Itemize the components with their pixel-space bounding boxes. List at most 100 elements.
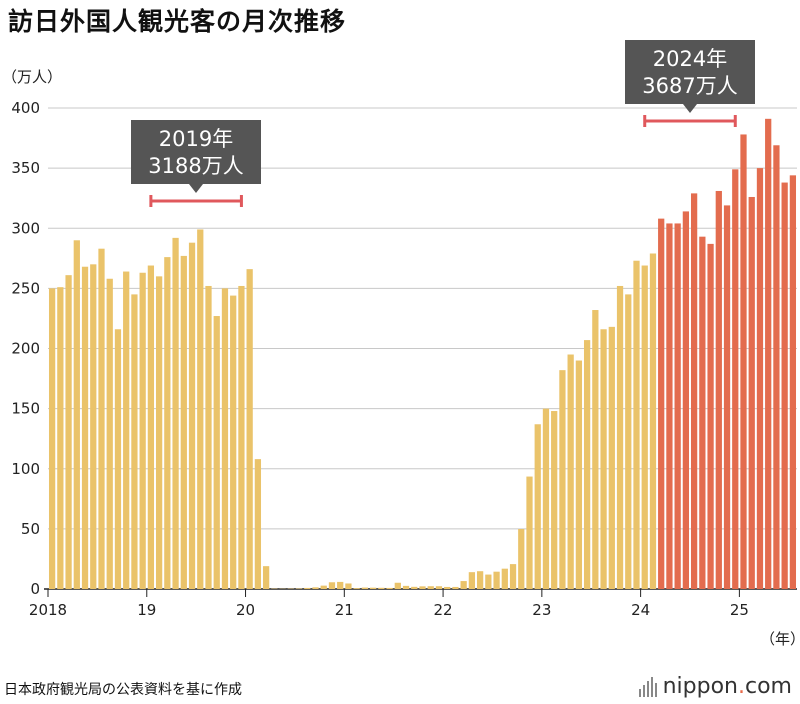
bar (90, 264, 97, 589)
bar (452, 586, 459, 589)
bar (155, 276, 163, 589)
x-tick-label: 25 (730, 601, 749, 619)
annotation-year: 2024年 (653, 47, 727, 71)
bar (658, 218, 665, 589)
bar (723, 205, 731, 589)
bar (493, 571, 500, 589)
y-tick-label: 0 (30, 580, 40, 598)
bar (320, 585, 327, 589)
bar (682, 211, 690, 590)
bar (542, 408, 550, 589)
bar (625, 294, 632, 589)
bar (304, 587, 311, 589)
bar (715, 190, 722, 589)
bar (353, 588, 360, 589)
bar (262, 566, 270, 589)
bar (690, 193, 698, 589)
bar (328, 582, 336, 589)
bar (641, 265, 648, 589)
bar (435, 586, 443, 589)
bar (674, 223, 681, 589)
bar (559, 370, 566, 589)
bar (402, 585, 410, 589)
bar (337, 581, 344, 589)
source-note: 日本政府観光局の公表資料を基に作成 (4, 682, 242, 698)
x-tick-label: 23 (532, 601, 551, 619)
annotation-total: 3188万人 (148, 154, 243, 178)
bar (386, 587, 393, 589)
bar (534, 424, 541, 589)
bar (789, 175, 797, 589)
annotation-callout-box (131, 120, 261, 184)
brand-name: nippon.com (662, 674, 792, 699)
bar (476, 571, 484, 589)
bar (740, 134, 747, 589)
bar (468, 572, 476, 589)
annotation-callout-box (625, 40, 755, 104)
bar (427, 586, 434, 589)
brand-mark-icon (638, 676, 657, 697)
bar (246, 269, 253, 589)
bar (592, 310, 599, 589)
bar (114, 329, 122, 589)
bar (411, 586, 418, 589)
brand-logo: nippon.com (638, 674, 792, 699)
bar (205, 285, 212, 589)
bar (444, 586, 451, 589)
bar (98, 248, 105, 589)
bar (221, 288, 229, 589)
bar (230, 295, 237, 589)
annotation-year: 2019年 (159, 127, 233, 151)
y-tick-label: 100 (11, 460, 40, 478)
annotation-total: 3687万人 (642, 74, 737, 98)
bar (81, 266, 89, 589)
bar (501, 568, 508, 589)
bar (106, 278, 113, 589)
bar (188, 242, 196, 589)
bar (616, 285, 624, 589)
bar (707, 243, 714, 589)
bar (48, 288, 56, 589)
bar (509, 564, 517, 589)
bar (765, 118, 772, 589)
bar (139, 272, 146, 589)
x-tick-label: 21 (335, 601, 354, 619)
y-tick-label: 350 (11, 159, 40, 177)
bar (172, 237, 179, 589)
bar (649, 253, 657, 589)
bar (361, 587, 369, 589)
bar (345, 583, 352, 589)
bar (748, 196, 755, 590)
bar-chart: （万人） （年） 0 50 100 150 200 250 300 350 400 2018 19… (2, 40, 800, 648)
bar (699, 236, 706, 590)
y-tick-label: 400 (11, 99, 40, 117)
bar (608, 326, 615, 589)
y-tick-label: 150 (11, 400, 40, 418)
bar (65, 275, 72, 589)
bar (419, 586, 426, 589)
bar (197, 229, 204, 589)
chart-title: 訪日外国人観光客の月次推移 (8, 7, 347, 36)
bar (518, 528, 525, 589)
y-tick-label: 250 (11, 279, 40, 297)
bar (485, 574, 492, 589)
bar (773, 145, 780, 589)
bar (378, 587, 385, 589)
bar (756, 168, 764, 589)
bar (600, 329, 607, 589)
bar (254, 459, 262, 589)
bar (213, 316, 220, 589)
bar (164, 257, 171, 589)
bar (180, 255, 187, 589)
annotation-callout-pointer (683, 104, 697, 113)
bar (238, 285, 245, 589)
y-tick-label: 50 (21, 520, 40, 538)
y-tick-label: 200 (11, 340, 40, 358)
x-tick-label: 19 (137, 601, 156, 619)
bar (147, 265, 155, 589)
y-axis-label: （万人） (2, 68, 62, 86)
x-tick-label: 2018 (29, 601, 67, 619)
bar (460, 581, 467, 589)
x-tick-label: 20 (236, 601, 255, 619)
bar (123, 271, 130, 589)
